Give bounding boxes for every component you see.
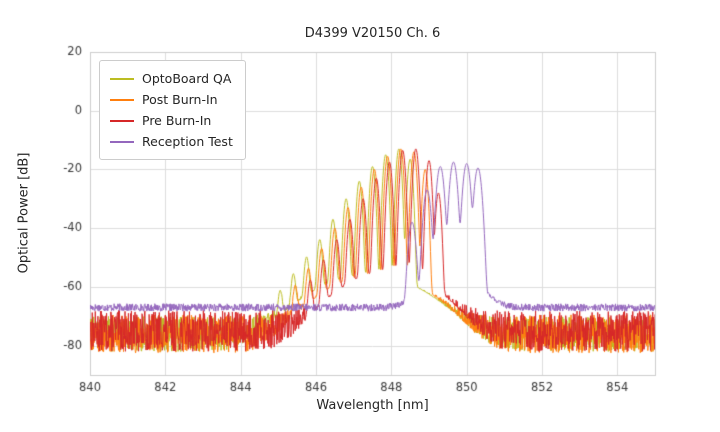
legend-label: Pre Burn-In [142,113,212,128]
legend-item: Pre Burn-In [110,110,233,131]
legend: OptoBoard QA Post Burn-In Pre Burn-In Recep… [99,60,246,160]
legend-item: Post Burn-In [110,89,233,110]
legend-line-swatch [110,140,134,143]
x-axis-label: Wavelength [nm] [316,398,429,413]
legend-line-swatch [110,77,134,80]
legend-label: OptoBoard QA [142,71,232,86]
legend-item: Reception Test [110,131,233,152]
legend-label: Reception Test [142,134,233,149]
legend-line-swatch [110,119,134,122]
legend-item: OptoBoard QA [110,68,233,89]
chart-title: D4399 V20150 Ch. 6 [304,26,441,41]
legend-label: Post Burn-In [142,92,218,107]
legend-line-swatch [110,98,134,101]
